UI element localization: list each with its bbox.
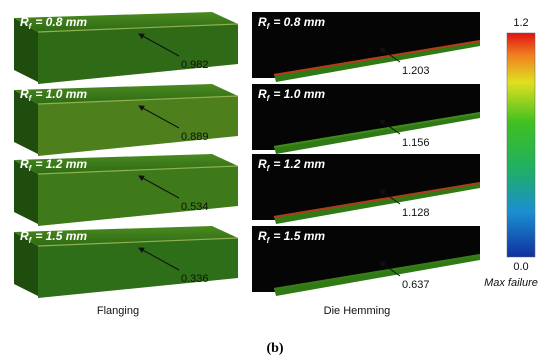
symbol: R: [258, 87, 267, 101]
max-failure-value: 0.889: [181, 131, 209, 143]
panel: Rf = 1.0 mm 1.156: [252, 84, 481, 154]
panel-label: Rf = 0.8 mm: [258, 15, 325, 31]
symbol: R: [20, 229, 29, 243]
hem-edge: [273, 254, 481, 290]
panel-label: Rf = 0.8 mm: [20, 15, 87, 31]
panel-label: Rf = 1.5 mm: [20, 229, 87, 245]
symbol: R: [258, 15, 267, 29]
panel: Rf = 1.2 mm 0.534: [14, 154, 239, 226]
part-face: [38, 24, 238, 84]
hem-edge: [273, 40, 481, 76]
panel: Rf = 1.5 mm 0.336: [14, 226, 239, 298]
max-failure-value: 1.156: [402, 137, 430, 149]
max-failure-value: 0.637: [402, 279, 430, 291]
label-text: = 0.8 mm: [273, 15, 325, 29]
symbol: R: [20, 157, 29, 171]
label-text: = 1.0 mm: [35, 87, 87, 101]
panel-label: Rf = 1.5 mm: [258, 229, 325, 245]
part-face: [38, 238, 238, 298]
panel: Rf = 1.2 mm 1.128: [252, 154, 481, 224]
caption: Die Hemming: [324, 305, 391, 317]
hem-edge: [273, 182, 481, 218]
panel: Rf = 0.8 mm 1.203: [252, 12, 481, 82]
panel-label: Rf = 1.0 mm: [258, 87, 325, 103]
label-text: = 1.2 mm: [273, 157, 325, 171]
label-text: = 0.8 mm: [35, 15, 87, 29]
symbol: R: [20, 15, 29, 29]
arrow: [379, 47, 401, 63]
arrow: [138, 175, 180, 199]
part-top: [14, 12, 238, 32]
arrow: [379, 119, 401, 135]
panel-label: Rf = 1.0 mm: [20, 87, 87, 103]
max-failure-value: 0.982: [181, 59, 209, 71]
part-end: [14, 160, 38, 224]
arrow: [379, 189, 401, 205]
caption: Flanging: [97, 305, 139, 317]
subscript: f: [29, 236, 33, 245]
panel: Rf = 1.5 mm 0.637: [252, 226, 481, 296]
part-face: [38, 96, 238, 156]
subscript: f: [267, 22, 271, 31]
subscript: f: [267, 236, 271, 245]
part-end: [14, 18, 38, 82]
sheet: [252, 154, 480, 220]
label-text: = 1.5 mm: [35, 229, 87, 243]
symbol: R: [258, 157, 267, 171]
part-top: [14, 226, 238, 246]
subscript: f: [29, 22, 33, 31]
part-edge: [37, 237, 239, 247]
panel: Rf = 0.8 mm 0.982: [14, 12, 239, 84]
arrow: [138, 105, 180, 129]
part-edge: [37, 95, 239, 105]
part-edge: [37, 23, 239, 33]
subscript: f: [29, 94, 33, 103]
sheet: [252, 84, 480, 150]
sheet: [252, 226, 480, 292]
part-edge: [37, 165, 239, 175]
max-failure-value: 0.336: [181, 273, 209, 285]
max-failure-value: 1.128: [402, 207, 430, 219]
arrow: [138, 33, 180, 57]
max-failure-value: 0.534: [181, 201, 209, 213]
sheet: [252, 12, 480, 78]
subscript: f: [267, 164, 271, 173]
colorbar-max: 1.2: [513, 17, 528, 29]
label-text: = 1.5 mm: [273, 229, 325, 243]
part-end: [14, 232, 38, 296]
panel-label: Rf = 1.2 mm: [258, 157, 325, 173]
symbol: R: [20, 87, 29, 101]
part-end: [14, 90, 38, 154]
label-text: = 1.0 mm: [273, 87, 325, 101]
colorbar: [506, 32, 536, 258]
panel-label: Rf = 1.2 mm: [20, 157, 87, 173]
arrow: [379, 261, 401, 277]
colorbar-min: 0.0: [513, 261, 528, 273]
subscript: f: [267, 94, 271, 103]
hem-edge: [273, 112, 481, 148]
colorbar-label: Max failure: [484, 277, 538, 289]
arrow: [138, 247, 180, 271]
max-failure-value: 1.203: [402, 65, 430, 77]
symbol: R: [258, 229, 267, 243]
subscript: f: [29, 164, 33, 173]
part-top: [14, 84, 238, 104]
panel: Rf = 1.0 mm 0.889: [14, 84, 239, 156]
figure-label: (b): [266, 341, 283, 356]
part-face: [38, 166, 238, 226]
part-top: [14, 154, 238, 174]
label-text: = 1.2 mm: [35, 157, 87, 171]
